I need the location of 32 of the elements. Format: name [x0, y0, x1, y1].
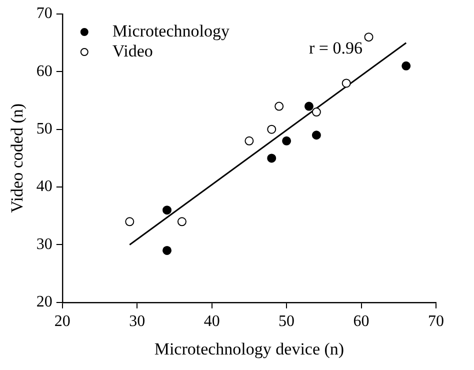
x-tick-label: 70 — [428, 313, 444, 330]
point — [304, 102, 314, 111]
x-tick-label: 50 — [278, 313, 295, 330]
annotation: r = 0.96 — [308, 38, 362, 58]
x-tick-label: 30 — [129, 313, 146, 330]
point — [125, 217, 134, 226]
point — [282, 136, 292, 146]
point — [267, 124, 276, 134]
x-axis-title: Microtechnology device (n) — [154, 339, 344, 358]
point — [402, 61, 411, 70]
point — [177, 217, 186, 226]
y-axis-title: Video coded (n) — [8, 103, 27, 213]
legend-label: Microtechnology — [112, 21, 230, 40]
point — [312, 108, 321, 117]
y-tick-label: 70 — [36, 5, 52, 22]
y-tick-label: 40 — [36, 178, 52, 196]
y-tick-label: 50 — [36, 120, 52, 138]
point — [274, 102, 284, 111]
point — [312, 130, 321, 140]
x-tick-label: 60 — [353, 313, 370, 330]
point — [342, 78, 351, 88]
point — [162, 246, 172, 255]
y-tick-label: 60 — [36, 62, 52, 80]
legend-label: Video — [112, 41, 153, 60]
point — [364, 32, 374, 42]
point — [162, 206, 172, 215]
x-tick-label: 40 — [204, 313, 220, 330]
point — [267, 154, 276, 163]
point — [244, 136, 254, 146]
y-tick-label: 30 — [36, 236, 52, 253]
x-tick-label: 20 — [54, 313, 70, 330]
y-tick-label: 20 — [36, 294, 52, 311]
